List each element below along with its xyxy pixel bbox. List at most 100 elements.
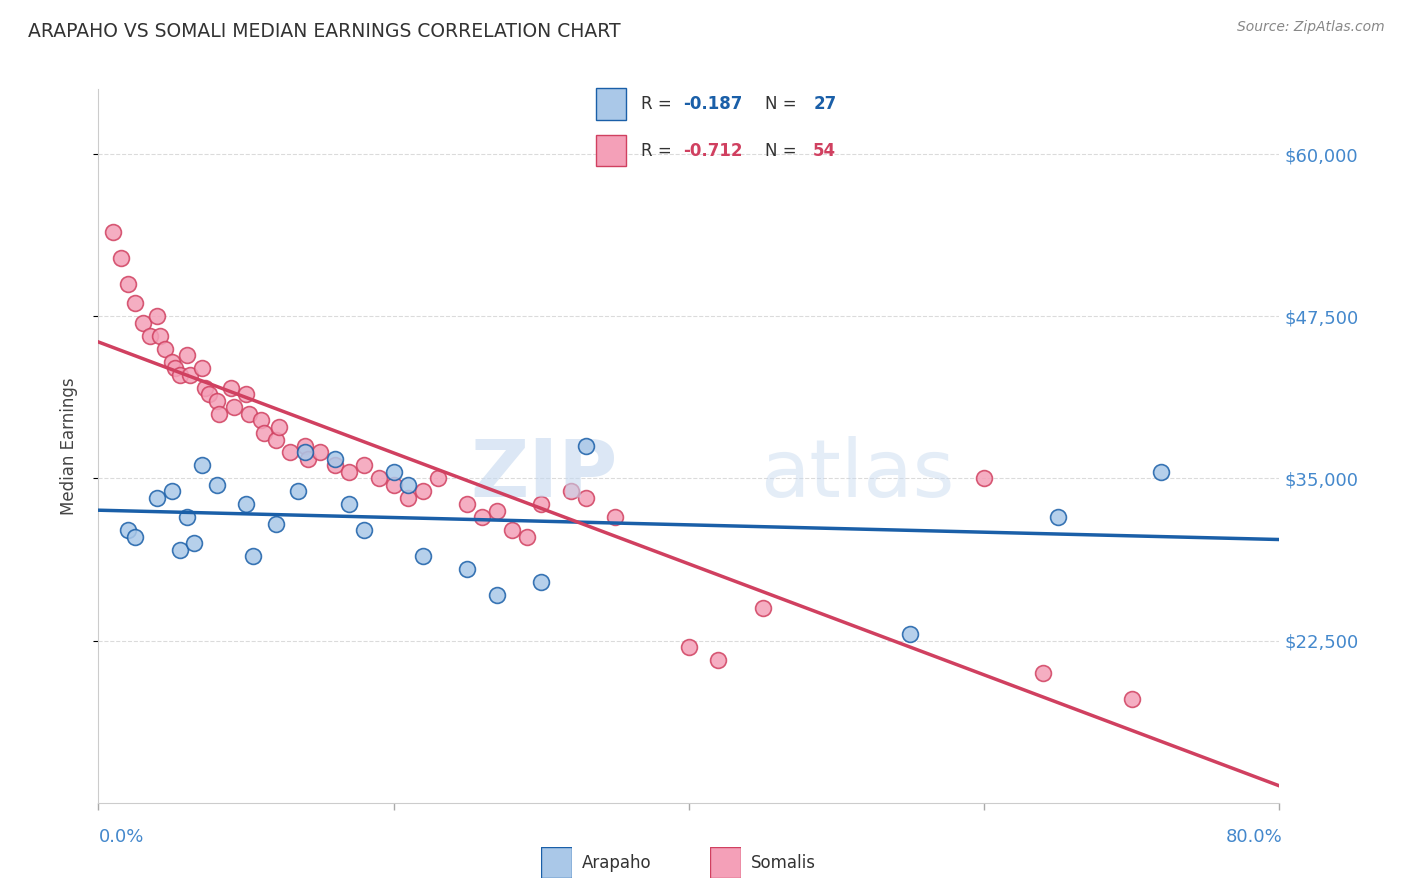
Point — [427, 471, 450, 485]
Point — [382, 478, 405, 492]
Point — [605, 510, 627, 524]
Point — [396, 491, 419, 505]
Point — [132, 316, 155, 330]
Text: -0.187: -0.187 — [683, 95, 742, 112]
Point — [110, 251, 132, 265]
Point — [515, 530, 537, 544]
Text: 54: 54 — [813, 142, 837, 160]
Point — [412, 484, 434, 499]
Point — [486, 588, 509, 602]
Point — [1121, 692, 1143, 706]
Point — [530, 575, 553, 590]
Point — [339, 465, 360, 479]
Point — [264, 433, 287, 447]
Point — [165, 361, 187, 376]
Text: 27: 27 — [813, 95, 837, 112]
Point — [1032, 666, 1054, 681]
Text: 0.0%: 0.0% — [98, 828, 143, 846]
Text: 80.0%: 80.0% — [1226, 828, 1282, 846]
Point — [242, 549, 264, 564]
Point — [353, 458, 375, 473]
Point — [278, 445, 302, 459]
Text: atlas: atlas — [759, 435, 955, 514]
Point — [219, 381, 242, 395]
Point — [297, 452, 319, 467]
Point — [103, 225, 125, 239]
Text: -0.712: -0.712 — [683, 142, 742, 160]
Bar — [596, 87, 626, 120]
Point — [707, 653, 730, 667]
Point — [309, 445, 332, 459]
Point — [253, 425, 276, 440]
Text: Source: ZipAtlas.com: Source: ZipAtlas.com — [1237, 20, 1385, 34]
Point — [250, 413, 273, 427]
Point — [294, 439, 316, 453]
Point — [1046, 510, 1069, 524]
Point — [183, 536, 205, 550]
Y-axis label: Median Earnings: Median Earnings — [59, 377, 77, 515]
Point — [194, 381, 217, 395]
Point — [205, 393, 228, 408]
Point — [501, 524, 523, 538]
Point — [176, 348, 198, 362]
Point — [146, 491, 169, 505]
Point — [574, 491, 596, 505]
Text: Somalis: Somalis — [751, 854, 815, 871]
Point — [368, 471, 391, 485]
Point — [353, 524, 375, 538]
Point — [149, 328, 172, 343]
Point — [191, 361, 214, 376]
Point — [678, 640, 700, 654]
Point — [146, 310, 169, 324]
Text: R =: R = — [641, 95, 676, 112]
Point — [323, 458, 346, 473]
Text: ZIP: ZIP — [471, 435, 619, 514]
Point — [169, 542, 191, 557]
Point — [117, 524, 139, 538]
Point — [530, 497, 553, 511]
Point — [235, 387, 257, 401]
Point — [264, 516, 287, 531]
Point — [486, 504, 509, 518]
Point — [267, 419, 290, 434]
Point — [471, 510, 494, 524]
Point — [176, 510, 198, 524]
Point — [124, 296, 146, 310]
Point — [124, 530, 146, 544]
Point — [339, 497, 360, 511]
Point — [235, 497, 257, 511]
Point — [396, 478, 419, 492]
Point — [198, 387, 221, 401]
Bar — [596, 135, 626, 167]
Point — [191, 458, 214, 473]
Point — [456, 497, 478, 511]
Point — [412, 549, 434, 564]
Point — [900, 627, 922, 641]
Point — [287, 484, 309, 499]
Text: N =: N = — [765, 142, 801, 160]
Point — [224, 400, 246, 414]
Point — [162, 484, 183, 499]
Point — [117, 277, 139, 291]
Point — [751, 601, 773, 615]
Point — [139, 328, 162, 343]
Point — [153, 342, 176, 356]
Point — [382, 465, 405, 479]
Point — [574, 439, 596, 453]
Point — [323, 452, 346, 467]
Point — [973, 471, 995, 485]
Point — [162, 354, 183, 368]
Text: R =: R = — [641, 142, 676, 160]
Point — [238, 407, 260, 421]
Point — [205, 478, 228, 492]
Point — [169, 368, 191, 382]
Text: ARAPAHO VS SOMALI MEDIAN EARNINGS CORRELATION CHART: ARAPAHO VS SOMALI MEDIAN EARNINGS CORREL… — [28, 22, 620, 41]
Text: N =: N = — [765, 95, 801, 112]
Point — [456, 562, 478, 576]
Point — [294, 445, 316, 459]
Point — [1150, 465, 1173, 479]
Point — [179, 368, 201, 382]
Text: Arapaho: Arapaho — [582, 854, 652, 871]
Point — [208, 407, 231, 421]
Point — [560, 484, 582, 499]
